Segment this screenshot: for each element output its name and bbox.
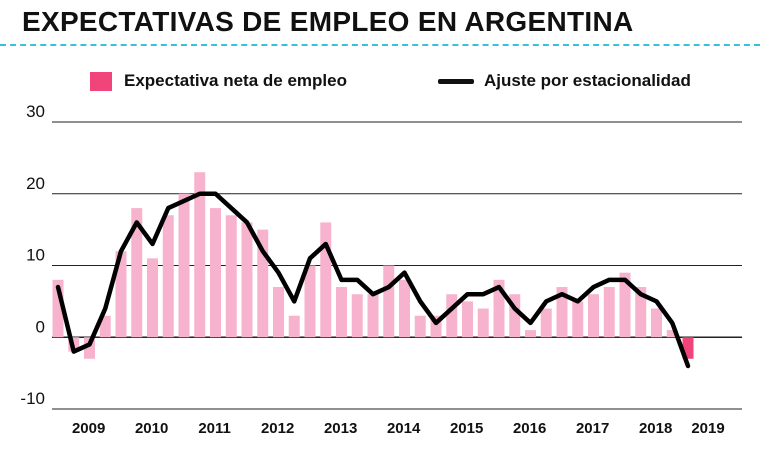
- x-tick-label: 2014: [387, 420, 421, 437]
- bar: [351, 294, 363, 338]
- bar: [414, 315, 426, 338]
- bar: [509, 294, 521, 338]
- legend-item-bars: Expectativa neta de empleo: [90, 71, 347, 91]
- bar: [99, 315, 111, 338]
- x-tick-label: 2018: [639, 420, 672, 437]
- bar: [257, 229, 269, 338]
- legend-item-line: Ajuste por estacionalidad: [438, 71, 691, 91]
- bars: [52, 172, 694, 359]
- x-tick-label: 2013: [324, 420, 357, 437]
- bar: [430, 315, 442, 338]
- bar: [588, 294, 599, 338]
- x-tick-label: 2017: [576, 420, 609, 437]
- y-tick-label: 30: [26, 102, 45, 121]
- bar: [493, 279, 505, 338]
- bar: [178, 193, 190, 338]
- legend-label-bars: Expectativa neta de empleo: [124, 71, 347, 90]
- bar: [131, 208, 143, 338]
- bar: [556, 287, 568, 338]
- legend-label-line: Ajuste por estacionalidad: [484, 71, 691, 90]
- bar: [462, 301, 473, 338]
- bar: [399, 279, 410, 338]
- bar: [210, 208, 221, 338]
- legend-swatch-bars: [90, 71, 112, 91]
- bar: [525, 330, 536, 338]
- seasonal-adjustment-line: [55, 191, 691, 369]
- legend: Expectativa neta de empleo Ajuste por es…: [90, 71, 740, 95]
- bar: [84, 337, 95, 359]
- bar: [367, 294, 379, 338]
- bar: [273, 287, 284, 338]
- bar: [225, 215, 237, 338]
- bar: [52, 279, 64, 338]
- x-tick-label: 2011: [198, 420, 231, 437]
- bar: [162, 215, 174, 338]
- x-tick-label: 2015: [450, 420, 483, 437]
- x-axis: 2009 2010 2011 2012 2013 2014 2015 2016 2017 2018…: [72, 420, 725, 437]
- bar: [194, 172, 206, 338]
- y-tick-label: 10: [26, 246, 45, 265]
- bar: [288, 315, 300, 338]
- x-tick-label: 2010: [135, 420, 168, 437]
- bar: [635, 287, 647, 338]
- bar: [336, 287, 347, 338]
- x-tick-label: 2016: [513, 420, 546, 437]
- title-divider: [0, 44, 760, 46]
- x-tick-label: 2009: [72, 420, 105, 437]
- seasonal-line: [55, 191, 691, 369]
- bar: [320, 222, 332, 338]
- bar: [477, 308, 489, 338]
- y-tick-label: 0: [36, 317, 45, 336]
- bar: [446, 294, 458, 338]
- x-tick-label: 2012: [261, 420, 294, 437]
- bar: [666, 330, 678, 338]
- legend-swatch-line: [438, 78, 474, 84]
- bar: [682, 337, 694, 359]
- bar: [147, 258, 158, 338]
- bar: [540, 308, 552, 338]
- chart-title: EXPECTATIVAS DE EMPLEO EN ARGENTINA: [22, 6, 634, 37]
- bar: [651, 308, 662, 338]
- x-tick-label: 2019: [691, 420, 724, 437]
- y-tick-label: -10: [20, 389, 45, 408]
- y-axis: -10 0 10 20 30: [20, 102, 45, 408]
- bar: [304, 265, 316, 338]
- bar: [572, 301, 584, 338]
- bar: [115, 251, 127, 338]
- bar: [241, 222, 253, 338]
- y-tick-label: 20: [26, 174, 45, 193]
- bar: [603, 287, 615, 338]
- bar: [619, 272, 631, 338]
- bar: [383, 265, 395, 338]
